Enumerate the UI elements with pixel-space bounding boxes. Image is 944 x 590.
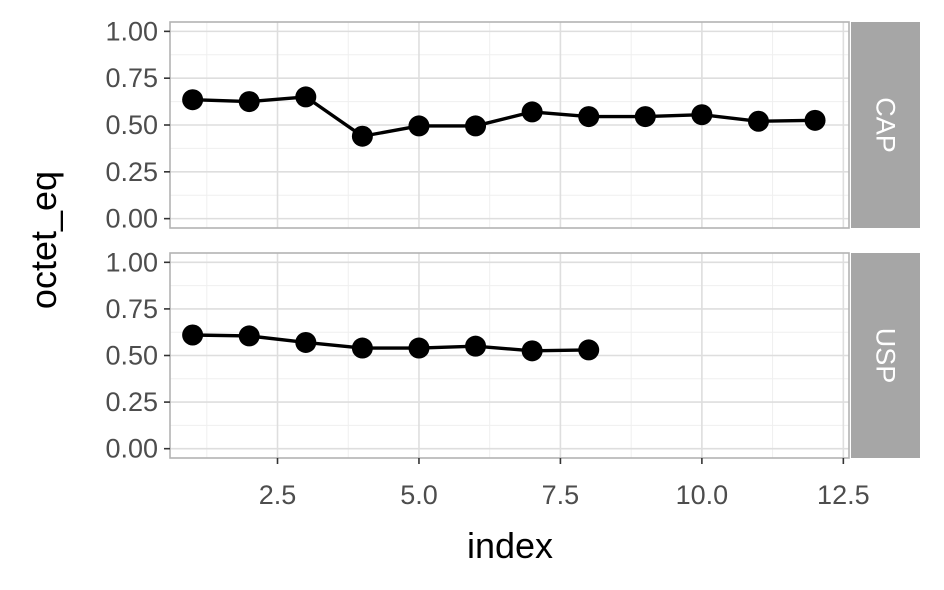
data-point [295, 86, 317, 108]
facet-strip [851, 22, 920, 228]
data-point [521, 101, 543, 123]
facet-strip-label: USP [871, 328, 901, 384]
y-tick-label: 0.50 [105, 341, 158, 371]
x-axis: 2.5 5.0 7.5 10.0 12.5 [259, 458, 870, 510]
data-point [465, 335, 487, 357]
x-tick-label: 7.5 [542, 480, 580, 510]
data-point [238, 325, 260, 347]
x-tick-label: 5.0 [400, 480, 438, 510]
data-point [578, 106, 600, 128]
facet-panels: 0.00 0.25 0.50 0.75 1.00 CAP 0.00 0.25 0.50 0.75 1… [105, 16, 920, 464]
facet-strip [851, 253, 920, 458]
y-tick-label: 0.75 [105, 63, 158, 93]
y-tick-label: 1.00 [105, 247, 158, 277]
x-tick-label: 12.5 [817, 480, 870, 510]
y-tick-label: 0.75 [105, 294, 158, 324]
data-point [634, 106, 656, 128]
y-tick-label: 0.00 [105, 204, 158, 234]
y-axis-title: octet_eq [23, 171, 64, 309]
x-tick-label: 10.0 [676, 480, 729, 510]
data-point [238, 91, 260, 113]
data-point [747, 110, 769, 132]
data-point [295, 331, 317, 353]
data-point [408, 115, 430, 137]
y-tick-label: 0.50 [105, 110, 158, 140]
facet-panel-usp: 0.00 0.25 0.50 0.75 1.00 USP [105, 247, 920, 464]
data-point [465, 115, 487, 137]
data-point [351, 125, 373, 147]
x-tick-label: 2.5 [259, 480, 297, 510]
facet-panel-cap: 0.00 0.25 0.50 0.75 1.00 CAP [105, 16, 920, 234]
x-axis-title: index [467, 525, 553, 566]
data-point [578, 339, 600, 361]
data-point [691, 104, 713, 126]
y-tick-label: 0.25 [105, 157, 158, 187]
data-point [182, 89, 204, 111]
facet-strip-label: CAP [871, 97, 901, 153]
data-point [521, 340, 543, 362]
y-tick-label: 1.00 [105, 16, 158, 46]
data-point [804, 109, 826, 131]
y-tick-label: 0.25 [105, 387, 158, 417]
data-point [408, 337, 430, 359]
data-point [351, 337, 373, 359]
y-tick-label: 0.00 [105, 434, 158, 464]
data-point [182, 324, 204, 346]
